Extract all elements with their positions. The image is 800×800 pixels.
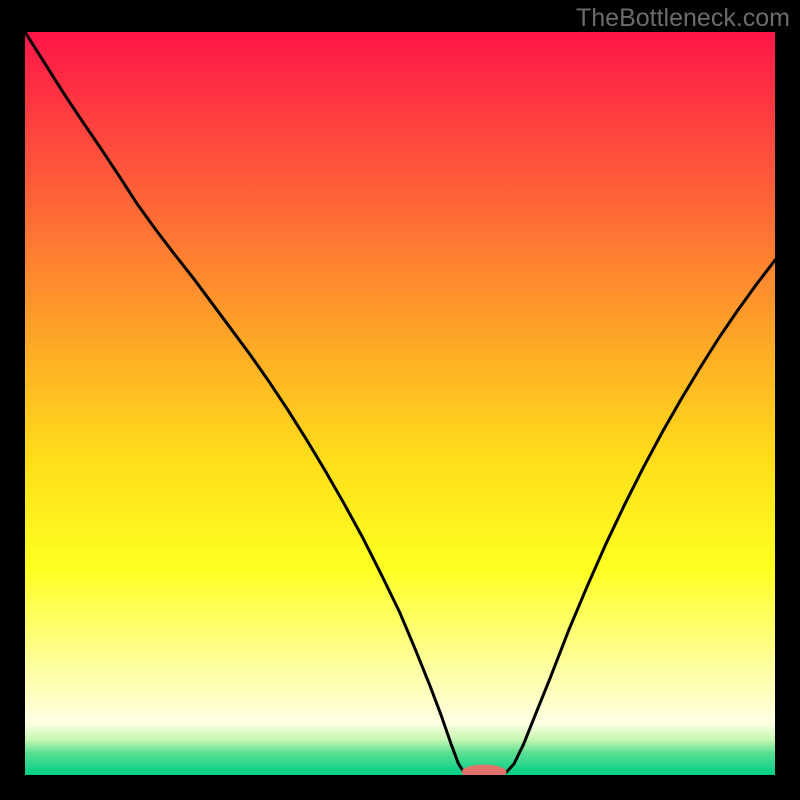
plot-svg <box>25 32 775 775</box>
plot-area <box>25 32 775 775</box>
gradient-background <box>25 32 775 775</box>
figure-container: TheBottleneck.com <box>0 0 800 800</box>
watermark-text: TheBottleneck.com <box>576 4 790 33</box>
